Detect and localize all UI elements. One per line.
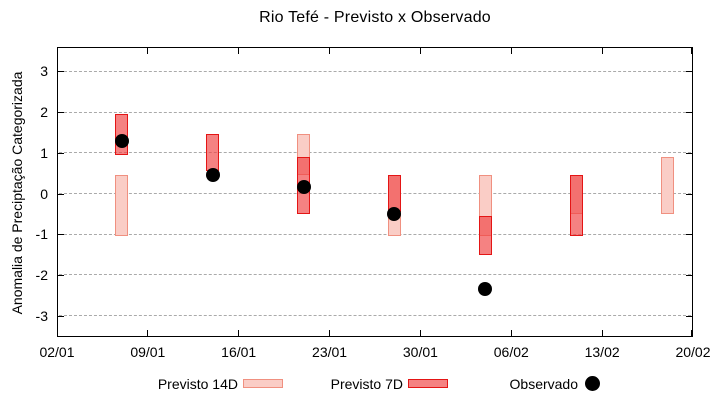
x-tick-top (56, 48, 58, 54)
observado-dot (205, 168, 220, 183)
y-tick-left (58, 152, 64, 154)
y-tick-right (686, 112, 692, 114)
x-tick-top (238, 48, 240, 54)
y-tick-right (686, 152, 692, 154)
y-gridline (59, 274, 691, 276)
x-tick-top (601, 48, 603, 54)
x-tick-bottom (419, 330, 421, 336)
y-tick-right (686, 234, 692, 236)
y-tick-left (58, 112, 64, 114)
x-tick-top (691, 48, 692, 54)
x-tick-bottom (238, 330, 240, 336)
y-tick-label: 3 (40, 63, 48, 80)
x-tick-top (419, 48, 421, 54)
x-tick-label: 13/02 (584, 344, 620, 360)
x-tick-top (510, 48, 512, 54)
x-tick-bottom (510, 330, 512, 336)
y-tick-right (686, 315, 692, 317)
x-tick-bottom (56, 330, 58, 336)
observado-dot (478, 282, 493, 297)
legend-swatch-previsto-14d (243, 379, 283, 388)
y-tick-left (58, 315, 64, 317)
y-tick-left (58, 234, 64, 236)
y-gridline (59, 193, 691, 194)
x-tick-label: 02/01 (39, 344, 75, 360)
legend-label-previsto-14d: Previsto 14D (157, 376, 238, 392)
legend-label-previsto-7d: Previsto 7D (330, 376, 403, 392)
y-tick-label: -3 (35, 307, 48, 324)
y-gridline (59, 233, 691, 235)
y-tick-label: 2 (40, 104, 48, 121)
x-tick-bottom (147, 330, 149, 336)
y-tick-left (58, 274, 64, 276)
x-tick-label: 20/02 (675, 344, 711, 360)
y-tick-right (686, 193, 692, 195)
observado-dot (296, 180, 311, 195)
y-tick-left (58, 193, 64, 195)
box-previsto-7d (569, 175, 583, 237)
legend-label-observado: Observado (509, 376, 578, 392)
box-previsto-7d (478, 215, 492, 255)
y-tick-right (686, 71, 692, 73)
x-tick-bottom (329, 330, 331, 336)
x-tick-bottom (601, 330, 603, 336)
box-previsto-7d (206, 134, 220, 172)
chart-title: Rio Tefé - Previsto x Observado (259, 9, 491, 26)
y-tick-left (58, 71, 64, 73)
x-tick-bottom (691, 330, 692, 336)
y-tick-right (686, 274, 692, 276)
y-tick-label: 1 (40, 144, 48, 161)
x-tick-top (147, 48, 149, 54)
y-gridline (59, 152, 691, 154)
legend-swatch-previsto-7d (408, 379, 448, 388)
y-gridline (59, 111, 691, 113)
y-tick-label: -2 (35, 266, 48, 283)
legend-dot-observado (585, 376, 600, 391)
plot-frame (57, 47, 693, 337)
observado-dot (387, 206, 402, 221)
box-previsto-14d (115, 175, 129, 237)
y-gridline (59, 315, 691, 317)
observado-dot (114, 133, 129, 148)
x-tick-label: 09/01 (130, 344, 166, 360)
y-tick-label: 0 (40, 185, 48, 202)
x-tick-top (329, 48, 331, 54)
y-gridline (59, 70, 691, 72)
y-tick-label: -1 (35, 226, 48, 243)
box-previsto-14d (660, 156, 674, 214)
x-tick-label: 23/01 (312, 344, 348, 360)
x-tick-label: 06/02 (493, 344, 529, 360)
x-tick-label: 16/01 (221, 344, 257, 360)
x-tick-label: 30/01 (402, 344, 438, 360)
